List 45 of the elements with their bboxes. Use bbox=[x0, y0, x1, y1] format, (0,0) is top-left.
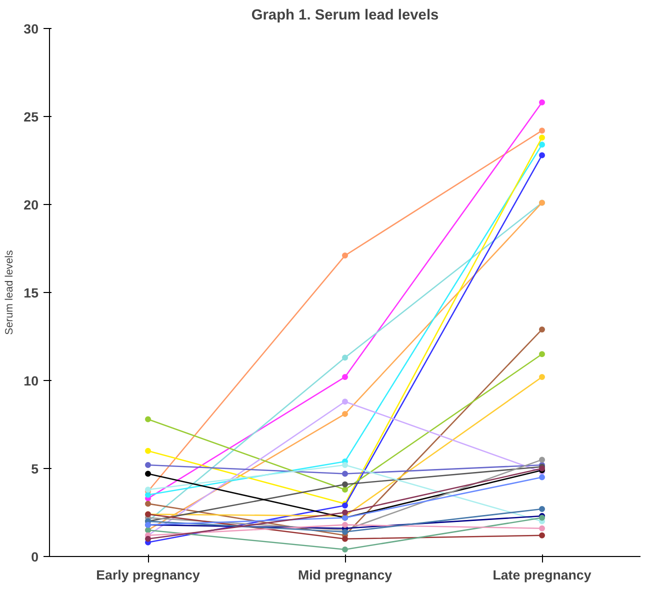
point bbox=[539, 128, 545, 134]
point bbox=[342, 536, 348, 542]
point bbox=[342, 546, 348, 552]
point bbox=[539, 532, 545, 538]
point bbox=[342, 486, 348, 493]
point bbox=[145, 470, 151, 477]
y-tick-label: 5 bbox=[31, 462, 40, 476]
point bbox=[539, 152, 545, 158]
point bbox=[342, 510, 348, 516]
point bbox=[539, 99, 545, 106]
point bbox=[539, 506, 545, 512]
x-tick-label: Mid pregnancy bbox=[298, 568, 393, 582]
chart-title: Graph 1. Serum lead levels bbox=[251, 8, 439, 24]
point bbox=[342, 522, 348, 528]
y-tick-label: 15 bbox=[24, 286, 40, 300]
point bbox=[539, 134, 545, 141]
y-tick-label: 30 bbox=[24, 22, 39, 36]
point bbox=[342, 481, 348, 488]
y-tick-label: 25 bbox=[24, 110, 40, 124]
point bbox=[342, 398, 348, 405]
x-tick-label: Late pregnancy bbox=[492, 568, 592, 582]
x-tick-label: Early pregnancy bbox=[96, 568, 200, 582]
y-tick-label: 20 bbox=[24, 198, 39, 212]
y-tick-label: 10 bbox=[24, 374, 39, 388]
point bbox=[342, 374, 348, 380]
y-axis-title: Serum lead levels bbox=[4, 250, 16, 335]
point bbox=[342, 252, 348, 259]
point bbox=[539, 374, 545, 380]
point bbox=[342, 354, 348, 361]
point bbox=[342, 462, 348, 468]
point bbox=[539, 351, 545, 358]
point bbox=[539, 474, 545, 480]
point bbox=[145, 536, 151, 542]
point bbox=[145, 416, 151, 422]
point bbox=[145, 500, 151, 507]
point bbox=[145, 492, 151, 498]
point bbox=[145, 462, 151, 468]
point bbox=[539, 456, 545, 463]
point bbox=[539, 326, 545, 332]
point bbox=[342, 470, 348, 477]
point bbox=[539, 142, 545, 148]
point bbox=[539, 525, 545, 532]
point bbox=[145, 448, 151, 454]
y-tick-label: 0 bbox=[31, 550, 39, 564]
point bbox=[342, 410, 348, 417]
